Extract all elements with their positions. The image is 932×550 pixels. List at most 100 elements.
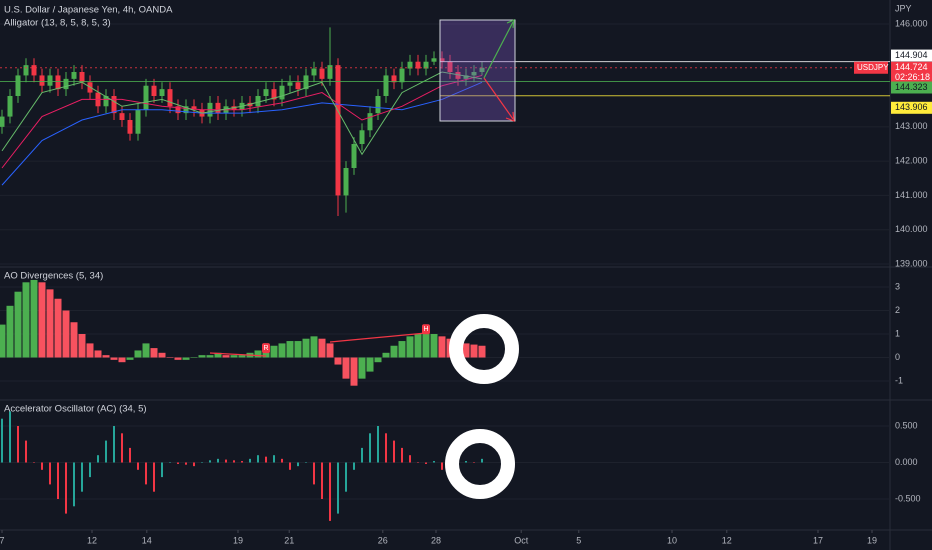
candle-body — [479, 67, 485, 72]
symbol-label: USDJPY — [857, 63, 889, 72]
candle-body — [359, 130, 365, 144]
ac-bar — [273, 455, 275, 463]
ao-bar — [310, 336, 318, 358]
ao-bar — [182, 357, 190, 360]
ao-bar — [94, 350, 102, 358]
candle-body — [423, 61, 429, 69]
ac-bar — [201, 462, 203, 463]
ao-bar — [70, 322, 78, 358]
candle-body — [375, 96, 381, 114]
ac-bar — [209, 460, 211, 463]
divergence-line — [209, 352, 267, 357]
ac-bar — [393, 440, 395, 463]
candle-body — [63, 78, 69, 90]
price-tag-label: 144.323 — [895, 82, 928, 92]
ac-bar — [169, 462, 171, 463]
ac-bar — [233, 460, 235, 463]
ac-bar — [241, 461, 243, 463]
ao-bar — [406, 336, 414, 358]
y-tick-label: 139.000 — [895, 258, 928, 268]
ao-bar — [286, 341, 294, 358]
alligator-line — [1, 71, 483, 156]
ac-bar — [473, 462, 475, 463]
ao-bar — [198, 355, 206, 358]
ac-bar — [425, 462, 427, 464]
ac-bar — [401, 447, 403, 463]
ao-bar — [54, 298, 62, 358]
x-tick-label: 7 — [0, 535, 5, 545]
ac-bar — [265, 456, 267, 463]
stop-arrow — [483, 77, 514, 120]
ac-bar — [337, 462, 339, 514]
ac-bar — [41, 462, 43, 470]
candle-body — [335, 65, 341, 196]
ac-bar — [89, 462, 91, 478]
x-tick-label: 28 — [431, 535, 441, 545]
y-tick-label: 141.000 — [895, 190, 928, 200]
ao-bar — [126, 357, 134, 360]
ac-bar — [57, 462, 59, 499]
divergence-marker — [262, 343, 270, 354]
candle-body — [407, 61, 413, 69]
candle-body — [55, 75, 61, 90]
ac-bar — [481, 458, 483, 463]
candle-body — [135, 109, 141, 134]
ac-bar — [177, 462, 179, 464]
ao-bar — [326, 343, 334, 358]
ao-bar — [118, 357, 126, 363]
ac-bar — [105, 440, 107, 463]
ac-bar — [409, 455, 411, 463]
ao-bar — [430, 334, 438, 358]
candle-body — [119, 113, 125, 120]
ac-bar — [9, 411, 11, 463]
ao-bar — [382, 352, 390, 358]
candle-body — [255, 96, 261, 107]
candle-body — [71, 72, 77, 79]
ac-bar — [353, 462, 355, 470]
candle-body — [31, 65, 37, 76]
alligator-line — [1, 81, 483, 186]
candle-body — [383, 75, 389, 96]
ao-bar — [414, 334, 422, 358]
ao-bar — [134, 350, 142, 358]
ac-bar — [297, 462, 299, 467]
ac-bar — [385, 433, 387, 463]
price-tag — [891, 81, 932, 94]
ao-bar — [14, 291, 22, 358]
ac-bar — [121, 433, 123, 463]
ao-bar — [398, 341, 406, 358]
ao-bar — [190, 357, 198, 358]
candle-body — [463, 75, 469, 79]
divergence-label: H — [423, 326, 428, 333]
ao-bar — [110, 357, 118, 360]
marks: 146.000143.000142.000141.000140.000139.0… — [0, 18, 932, 545]
ac-bar — [129, 447, 131, 463]
ac-bar — [73, 462, 75, 507]
x-tick-label: 26 — [378, 535, 388, 545]
candle-body — [15, 75, 21, 96]
ac-bar — [289, 462, 291, 470]
ao-bar — [270, 345, 278, 358]
candle-body — [215, 102, 221, 114]
ao-bar — [222, 355, 230, 358]
ac-bar — [433, 461, 435, 463]
countdown-label: 02:26:18 — [895, 72, 930, 82]
x-tick-label: 5 — [576, 535, 581, 545]
candle-body — [271, 89, 277, 100]
ac-bar — [49, 462, 51, 485]
candle-body — [167, 89, 173, 107]
candle-body — [351, 144, 357, 168]
ao-bar — [102, 355, 110, 358]
ac-bar — [161, 462, 163, 478]
ac-bar — [17, 426, 19, 463]
price-tag-label: 143.906 — [895, 102, 928, 112]
ao-bar — [342, 357, 350, 379]
ao-bar — [86, 343, 94, 358]
ao-bar — [22, 282, 30, 358]
ao-bar — [38, 282, 46, 358]
ao-bar — [214, 352, 222, 358]
ao-bar — [150, 348, 158, 358]
ac-bar — [113, 426, 115, 463]
candle-body — [455, 72, 461, 79]
